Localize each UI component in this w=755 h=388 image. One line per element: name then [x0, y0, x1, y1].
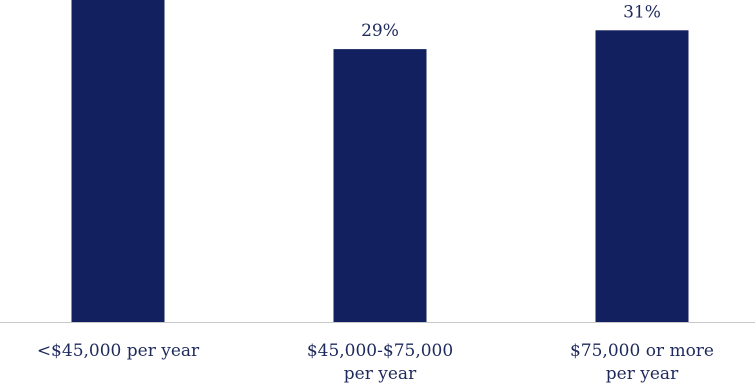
value-label-3: 31%: [623, 2, 661, 22]
category-label-1-line-1: <$45,000 per year: [37, 341, 200, 361]
category-label-3-line-1: $75,000 or more: [570, 341, 714, 361]
category-label-2-line-2: per year: [344, 364, 417, 384]
bar-3: [595, 30, 689, 322]
category-label-3-line-2: per year: [606, 364, 679, 384]
bar-2: [333, 49, 427, 323]
value-labels-group: 29% 31%: [361, 2, 661, 41]
category-label-2-line-1: $45,000-$75,000: [307, 341, 453, 361]
category-labels-group: <$45,000 per year $45,000-$75,000 per year…: [37, 341, 714, 384]
value-label-2: 29%: [361, 21, 399, 41]
bar-1: [71, 0, 165, 322]
bars-group: [71, 0, 689, 323]
